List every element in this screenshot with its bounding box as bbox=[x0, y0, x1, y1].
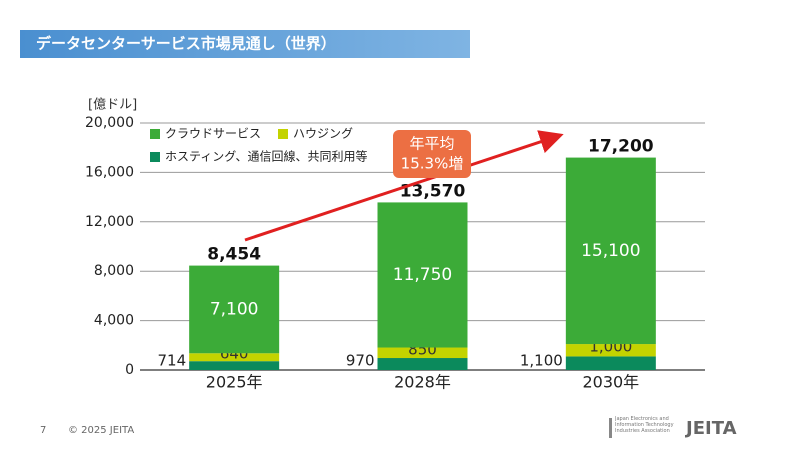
bar-segment bbox=[189, 361, 280, 370]
header-bar bbox=[20, 30, 470, 58]
bar-segment bbox=[565, 356, 656, 370]
y-tick-label: 12,000 bbox=[85, 214, 134, 230]
logo-org-text: Japan Electronics and Information Techno… bbox=[615, 416, 674, 434]
y-tick-label: 16,000 bbox=[85, 164, 134, 180]
total-label: 13,570 bbox=[400, 181, 466, 201]
trend-arrow bbox=[244, 130, 564, 242]
y-tick-label: 8,000 bbox=[94, 263, 134, 279]
legend-label: ホスティング、通信回線、共同利用等 bbox=[165, 149, 367, 164]
value-label: 11,750 bbox=[393, 265, 452, 285]
logo: JEITA bbox=[684, 418, 737, 439]
y-tick-label: 20,000 bbox=[85, 115, 134, 131]
bar-segment bbox=[189, 265, 280, 354]
x-tick-label: 2030年 bbox=[582, 373, 639, 392]
legend-swatch bbox=[150, 152, 160, 162]
value-label: 7,100 bbox=[210, 299, 259, 319]
bar-segment bbox=[377, 358, 468, 370]
header-title: データセンターサービス市場見通し（世界） bbox=[36, 35, 336, 53]
annotation-text: 15.3%増 bbox=[401, 155, 464, 173]
value-label: 714 bbox=[158, 352, 187, 370]
annotation-text: 年平均 bbox=[409, 135, 454, 153]
x-tick-label: 2028年 bbox=[394, 373, 451, 392]
value-label: 1,100 bbox=[520, 352, 563, 370]
bar-segment bbox=[565, 344, 656, 357]
y-unit: [億ドル] bbox=[88, 97, 137, 113]
total-label: 17,200 bbox=[588, 137, 654, 157]
bar-segment bbox=[377, 347, 468, 359]
annotation-box bbox=[393, 130, 471, 178]
value-label: 15,100 bbox=[581, 241, 640, 261]
y-tick-label: 0 bbox=[125, 362, 134, 378]
legend-swatch bbox=[278, 129, 288, 139]
legend-swatch bbox=[150, 129, 160, 139]
page-number: 7 bbox=[40, 425, 46, 436]
y-tick-label: 4,000 bbox=[94, 313, 134, 329]
logo-org: Japan Electronics and Information Techno… bbox=[615, 416, 674, 434]
copyright: © 2025 JEITA bbox=[68, 425, 134, 436]
legend-label: ハウジング bbox=[293, 127, 353, 141]
bar-segment bbox=[565, 157, 656, 345]
bar-segment bbox=[377, 202, 468, 348]
logo-bar bbox=[609, 418, 612, 438]
value-label: 970 bbox=[346, 352, 375, 370]
total-label: 8,454 bbox=[207, 245, 261, 265]
x-tick-label: 2025年 bbox=[206, 373, 263, 392]
bar-segment bbox=[189, 353, 280, 362]
legend-label: クラウドサービス bbox=[165, 127, 261, 141]
